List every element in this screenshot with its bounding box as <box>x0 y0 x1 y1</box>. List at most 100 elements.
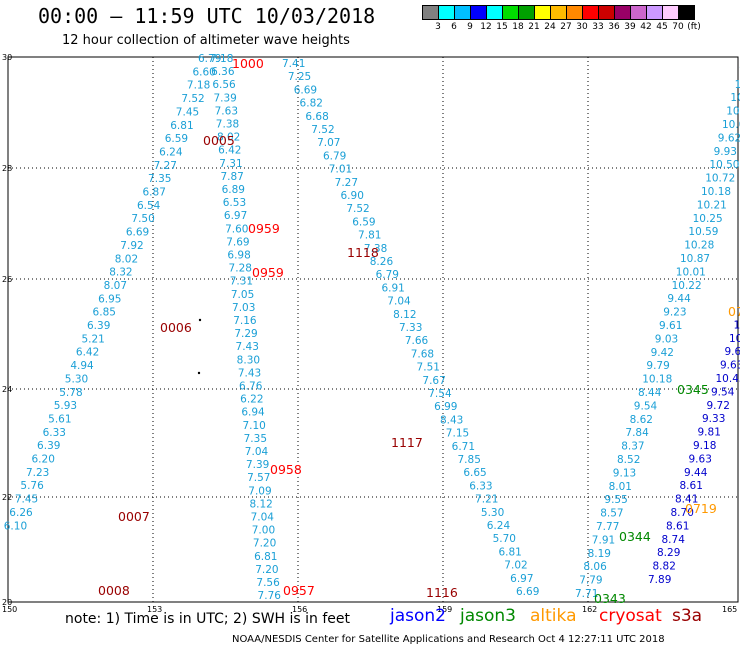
legend-label: 21 <box>528 22 540 32</box>
wave-height-value: 7.56 <box>256 577 280 589</box>
wave-height-value: 10.00 <box>739 65 740 77</box>
wave-height-value: 7.76 <box>258 590 282 602</box>
wave-height-value: 10.18 <box>642 374 672 386</box>
wave-height-value: 6.59 <box>352 216 375 228</box>
wave-height-value: 8.62 <box>630 414 653 426</box>
wave-height-value: 7.89 <box>648 574 671 586</box>
wave-height-value: 6.99 <box>434 401 457 413</box>
x-tick-label: 159 <box>437 605 452 614</box>
legend-label: 45 <box>656 22 668 32</box>
wave-height-value: 7.01 <box>329 164 352 176</box>
wave-height-value: 7.63 <box>215 105 238 117</box>
wave-height-value: 7.43 <box>238 367 261 379</box>
pass-time-label: 0959 <box>248 221 280 236</box>
wave-height-value: 6.26 <box>9 507 33 519</box>
wave-height-value: 7.69 <box>226 236 249 248</box>
pass-time-label: 0007 <box>118 509 150 524</box>
wave-height-value: 7.52 <box>346 203 369 215</box>
wave-height-value: 9.23 <box>663 307 686 319</box>
wave-height-value: 6.89 <box>222 184 245 196</box>
wave-height-value: 7.45 <box>176 106 199 118</box>
wave-height-value: 7.45 <box>15 494 38 506</box>
wave-height-value: 7.29 <box>234 328 257 340</box>
footer-note: note: 1) Time is in UTC; 2) SWH is in fe… <box>65 611 351 627</box>
pass-time-label: 1118 <box>347 245 379 260</box>
pass-time-label: 0719 <box>685 501 717 516</box>
legend-label: 36 <box>608 22 620 32</box>
wave-height-value: 6.82 <box>300 98 323 110</box>
wave-height-value: 5.78 <box>59 387 82 399</box>
wave-height-value: 9.72 <box>707 400 730 412</box>
satellite-tracks: 6.796.607.187.527.456.816.596.247.277.35… <box>4 53 740 602</box>
wave-height-value: 9.55 <box>604 494 627 506</box>
wave-height-value: 9.03 <box>655 333 678 345</box>
wave-height-value: 10.25 <box>693 213 723 225</box>
wave-height-value: 7.20 <box>253 538 276 550</box>
wave-height-value: 6.81 <box>498 546 521 558</box>
wave-height-value: 10.72 <box>705 173 735 185</box>
wave-height-value: 6.39 <box>87 320 110 332</box>
legend-label: 12 <box>480 22 492 32</box>
wave-height-value: 9.61 <box>659 320 682 332</box>
wave-height-value: 7.87 <box>220 171 243 183</box>
marker-dot <box>197 371 201 375</box>
y-tick-label: 30 <box>2 53 12 62</box>
wave-height-value: 7.39 <box>246 459 269 471</box>
wave-height-value: 7.04 <box>387 296 411 308</box>
wave-height-value: 6.68 <box>305 111 328 123</box>
wave-height-value: 6.69 <box>294 84 317 96</box>
map-border <box>7 56 739 603</box>
wave-height-value: 7.31 <box>230 276 253 288</box>
wave-height-value: 10.50 <box>709 159 739 171</box>
wave-height-value: 10.18 <box>701 186 731 198</box>
wave-height-value: 6.85 <box>93 307 116 319</box>
wave-height-value: 7.27 <box>154 160 177 172</box>
wave-height-value: 10.59 <box>688 226 718 238</box>
wave-height-value: 8.37 <box>621 441 644 453</box>
wave-height-value: 9.33 <box>702 413 725 425</box>
pass-time-label: 0959 <box>252 265 284 280</box>
wave-height-value: 7.67 <box>422 375 445 387</box>
satellite-jason3: jason3 <box>460 606 516 626</box>
pass-time-label: 0957 <box>283 583 315 598</box>
y-tick-label: 28 <box>2 164 12 173</box>
wave-height-value: 7.38 <box>364 243 387 255</box>
wave-height-value: 5.61 <box>48 413 71 425</box>
wave-height-value: 7.66 <box>405 335 429 347</box>
wave-height-value: 7.81 <box>358 230 381 242</box>
wave-height-value: 7.85 <box>458 454 481 466</box>
wave-height-value: 7.20 <box>255 564 278 576</box>
wave-height-value: 4.94 <box>70 360 94 372</box>
wave-height-value: 8.52 <box>617 454 640 466</box>
wave-height-value: 7.35 <box>244 433 267 445</box>
wave-height-value: 8.07 <box>104 280 127 292</box>
legend-swatches <box>422 5 695 20</box>
wave-height-value: 6.24 <box>487 520 511 532</box>
pass-time-label: 0008 <box>98 583 130 598</box>
wave-height-value: 6.65 <box>463 467 486 479</box>
wave-height-value: 7.54 <box>428 388 452 400</box>
wave-height-value: 7.35 <box>148 173 171 185</box>
wave-height-value: 6.98 <box>227 250 250 262</box>
legend-label: 15 <box>496 22 508 32</box>
legend-label: 39 <box>624 22 636 32</box>
wave-height-value: 7.41 <box>282 58 305 70</box>
wave-height-value: 10.87 <box>680 253 710 265</box>
wave-height-value: 5.30 <box>65 373 88 385</box>
wave-height-value: 9.54 <box>634 400 658 412</box>
track-c: 7.417.256.696.826.687.527.076.797.017.27… <box>282 58 539 598</box>
x-tick-label: 162 <box>582 605 597 614</box>
wave-height-value: 6.95 <box>98 293 121 305</box>
x-tick-label: 165 <box>722 605 737 614</box>
wave-height-value: 6.81 <box>170 120 193 132</box>
wave-height-value: 7.79 <box>579 575 602 587</box>
x-tick-label: 150 <box>2 605 17 614</box>
legend-label: 9 <box>467 22 473 32</box>
satellite-jason2: jason2 <box>390 606 446 626</box>
wave-height-value: 7.18 <box>187 80 210 92</box>
wave-height-value: 7.39 <box>213 92 236 104</box>
wave-height-value: 8.32 <box>109 267 132 279</box>
wave-height-value: 7.18 <box>210 53 233 65</box>
wave-height-value: 8.43 <box>440 414 463 426</box>
legend-swatch <box>678 5 695 20</box>
